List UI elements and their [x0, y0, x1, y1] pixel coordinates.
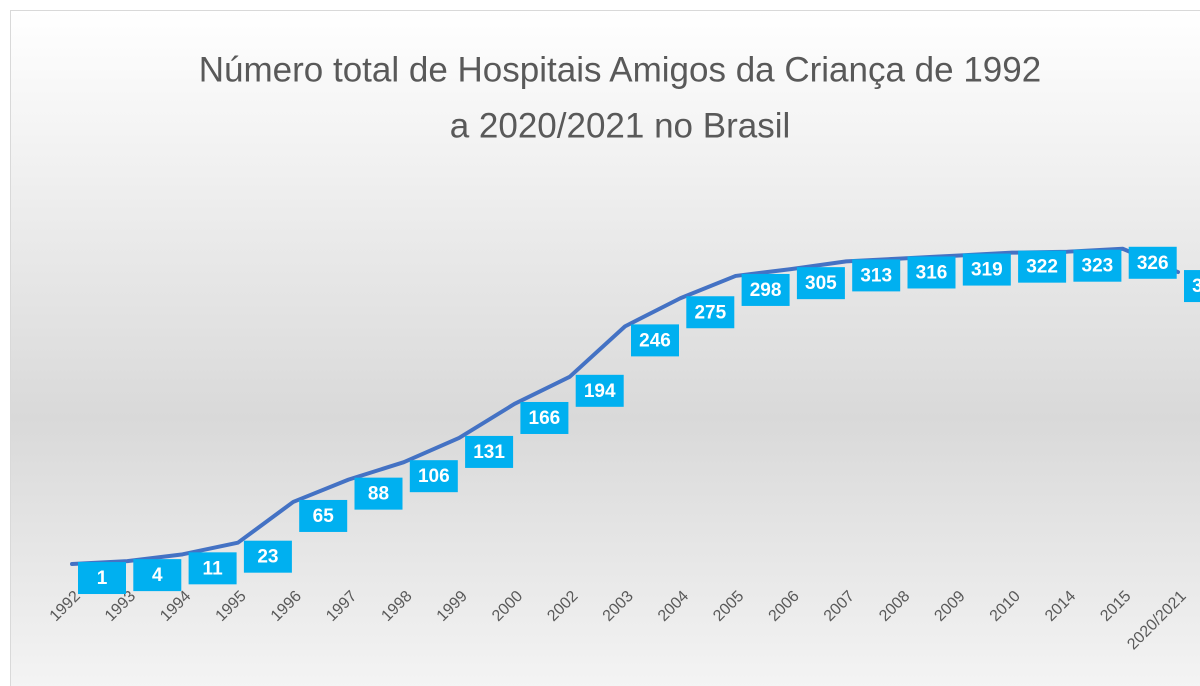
data-label: 4 — [133, 559, 182, 592]
data-label-text: 246 — [639, 330, 671, 351]
data-label-text: 166 — [529, 408, 561, 429]
data-label-box — [1018, 250, 1067, 283]
data-label: 298 — [741, 273, 790, 306]
chart-title: a 2020/2021 no Brasil — [450, 106, 791, 145]
data-label-box — [907, 256, 956, 289]
chart-title: Número total de Hospitais Amigos da Cria… — [199, 50, 1041, 89]
data-label: 323 — [1073, 249, 1122, 282]
data-label-box — [962, 253, 1011, 286]
data-label: 319 — [962, 253, 1011, 286]
data-label-box — [631, 324, 679, 357]
data-label: 246 — [631, 324, 679, 357]
data-label-text: 322 — [1026, 257, 1058, 278]
data-label-text: 65 — [313, 506, 335, 527]
data-label: 275 — [686, 296, 735, 329]
data-label-text: 319 — [971, 260, 1003, 281]
data-label-box — [1184, 270, 1200, 303]
data-label: 11 — [188, 552, 237, 585]
data-label-text: 326 — [1137, 253, 1169, 274]
data-label: 23 — [243, 540, 292, 573]
data-label-box — [1073, 249, 1122, 282]
data-label: 65 — [299, 499, 348, 532]
data-label-box — [354, 477, 403, 510]
data-label: 313 — [852, 259, 901, 292]
data-label-box — [465, 435, 514, 468]
data-label: 194 — [575, 374, 624, 407]
data-label-text: 302 — [1192, 276, 1200, 297]
data-label-text: 305 — [805, 273, 837, 294]
data-label-text: 275 — [694, 302, 726, 323]
data-label-text: 106 — [418, 466, 450, 487]
data-label-text: 4 — [152, 565, 163, 586]
data-label-text: 1 — [97, 568, 108, 589]
data-label-text: 323 — [1082, 256, 1114, 277]
data-label: 316 — [907, 256, 956, 289]
data-label: 106 — [409, 460, 458, 493]
data-label-text: 23 — [257, 547, 278, 568]
data-label: 326 — [1128, 246, 1177, 279]
data-label-box — [741, 273, 790, 306]
data-label: 131 — [465, 435, 514, 468]
data-label: 88 — [354, 477, 403, 510]
data-label-text: 131 — [473, 442, 505, 463]
data-label-box — [409, 460, 458, 493]
data-label-text: 298 — [750, 280, 782, 301]
data-label: 305 — [796, 267, 845, 300]
data-label-box — [686, 296, 735, 329]
data-label-box — [1128, 246, 1177, 279]
data-label: 166 — [520, 401, 569, 434]
data-label-box — [299, 499, 348, 532]
data-label: 1 — [78, 562, 126, 595]
data-label: 302 — [1184, 270, 1200, 303]
data-label-box — [852, 259, 901, 292]
data-label-box — [520, 401, 569, 434]
data-label-text: 313 — [860, 265, 892, 286]
data-label-box — [133, 559, 182, 592]
data-label-box — [78, 562, 126, 595]
data-label-text: 194 — [584, 381, 616, 402]
data-label-box — [796, 267, 845, 300]
data-label-text: 11 — [203, 558, 224, 579]
data-label-text: 88 — [368, 484, 389, 505]
data-label-box — [243, 540, 292, 573]
data-label-box — [188, 552, 237, 585]
data-label-box — [575, 374, 624, 407]
data-label: 322 — [1018, 250, 1067, 283]
data-label-text: 316 — [916, 262, 948, 283]
